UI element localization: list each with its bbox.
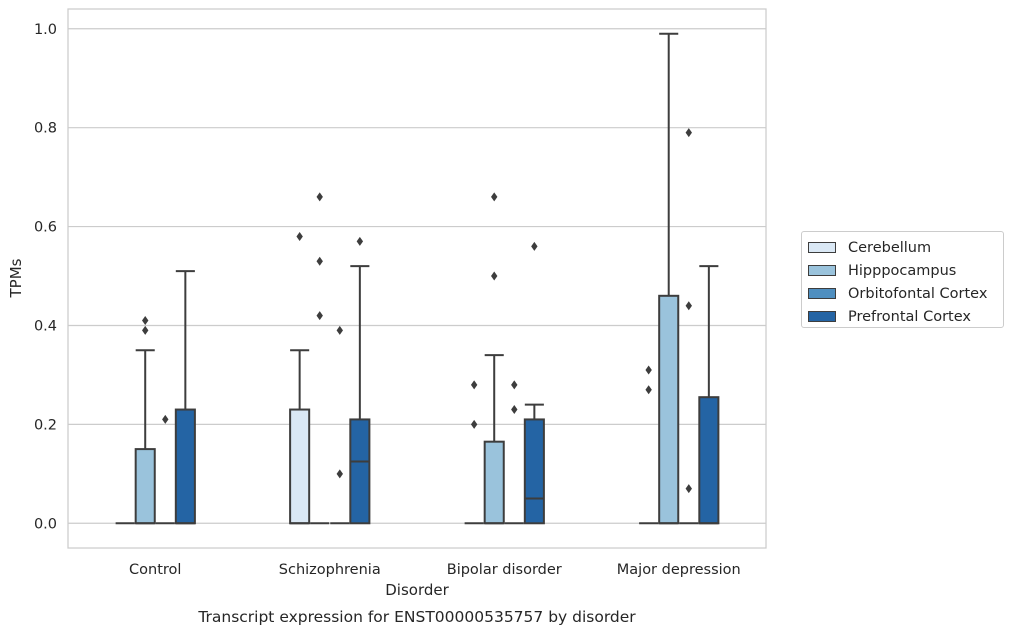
outlier-point xyxy=(491,192,498,202)
outlier-point xyxy=(470,419,478,429)
x-tick-label: Schizophrenia xyxy=(279,562,381,578)
legend-item: Cerebellum xyxy=(808,236,1003,259)
boxes xyxy=(115,32,720,525)
x-tick-label: Control xyxy=(129,562,181,578)
x-tick-label: Major depression xyxy=(617,562,741,578)
outlier-point xyxy=(491,271,498,281)
box xyxy=(658,294,680,525)
y-tick-label: 0.2 xyxy=(34,417,57,433)
x-tick-labels: Control Schizophrenia Bipolar disorder Majo… xyxy=(129,562,741,578)
y-tick-labels: 0.0 0.2 0.4 0.6 0.8 1.0 xyxy=(34,22,57,532)
outlier-point xyxy=(336,469,343,479)
box-group xyxy=(523,241,545,525)
legend-swatch xyxy=(808,288,836,299)
outlier-point xyxy=(162,414,169,424)
outlier-point xyxy=(336,325,343,335)
legend-label: Orbitofontal Cortex xyxy=(848,285,988,302)
legend-swatch xyxy=(808,265,836,276)
box xyxy=(698,396,720,525)
outlier-point xyxy=(685,301,692,311)
outlier-point xyxy=(531,241,538,251)
box-group xyxy=(483,192,505,525)
box-group xyxy=(289,231,311,525)
outlier-point xyxy=(142,316,149,326)
box-group xyxy=(134,316,156,525)
outlier-point xyxy=(511,380,518,390)
outlier-point xyxy=(645,365,652,375)
box-group xyxy=(464,380,484,525)
box-group xyxy=(639,365,659,525)
y-tick-label: 0.0 xyxy=(34,516,57,532)
box-group xyxy=(310,192,330,525)
box-group xyxy=(504,380,524,525)
x-axis-label: Disorder xyxy=(385,581,449,599)
outlier-point xyxy=(296,231,303,241)
outlier-point xyxy=(685,484,692,494)
box-group xyxy=(174,270,196,525)
outlier-point xyxy=(316,311,323,321)
box xyxy=(174,408,196,525)
y-tick-label: 0.8 xyxy=(34,121,57,137)
legend-label: Cerebellum xyxy=(848,239,932,256)
legend-label: Hipppocampus xyxy=(848,262,957,279)
outlier-point xyxy=(645,385,652,395)
box-group xyxy=(698,265,720,525)
box xyxy=(289,408,311,525)
outlier-point xyxy=(470,380,478,390)
y-tick-label: 1.0 xyxy=(34,22,57,38)
outlier-point xyxy=(356,236,364,246)
legend-item: Prefrontal Cortex xyxy=(808,305,1003,328)
box-group xyxy=(679,128,699,525)
box-group xyxy=(349,236,371,525)
box xyxy=(523,418,545,525)
legend-swatch xyxy=(808,311,836,322)
legend-item: Orbitofontal Cortex xyxy=(808,282,1003,305)
box-group xyxy=(658,32,680,525)
legend-label: Prefrontal Cortex xyxy=(848,308,971,325)
legend: Cerebellum Hipppocampus Orbitofontal Corte… xyxy=(801,231,1004,328)
box xyxy=(483,440,505,525)
outlier-point xyxy=(685,128,692,138)
y-tick-label: 0.4 xyxy=(34,318,57,334)
y-axis-label: TPMs xyxy=(7,258,25,298)
y-tick-label: 0.6 xyxy=(34,220,57,236)
box-group xyxy=(330,325,350,525)
outlier-point xyxy=(316,256,323,266)
legend-item: Hipppocampus xyxy=(808,259,1003,282)
x-tick-label: Bipolar disorder xyxy=(447,562,562,578)
legend-swatch xyxy=(808,242,836,253)
box xyxy=(134,448,156,525)
outlier-point xyxy=(142,325,149,335)
outlier-point xyxy=(511,405,518,415)
outlier-point xyxy=(316,192,323,202)
chart-caption: Transcript expression for ENST0000053575… xyxy=(197,608,636,626)
box-group xyxy=(155,414,175,525)
box xyxy=(349,418,371,525)
